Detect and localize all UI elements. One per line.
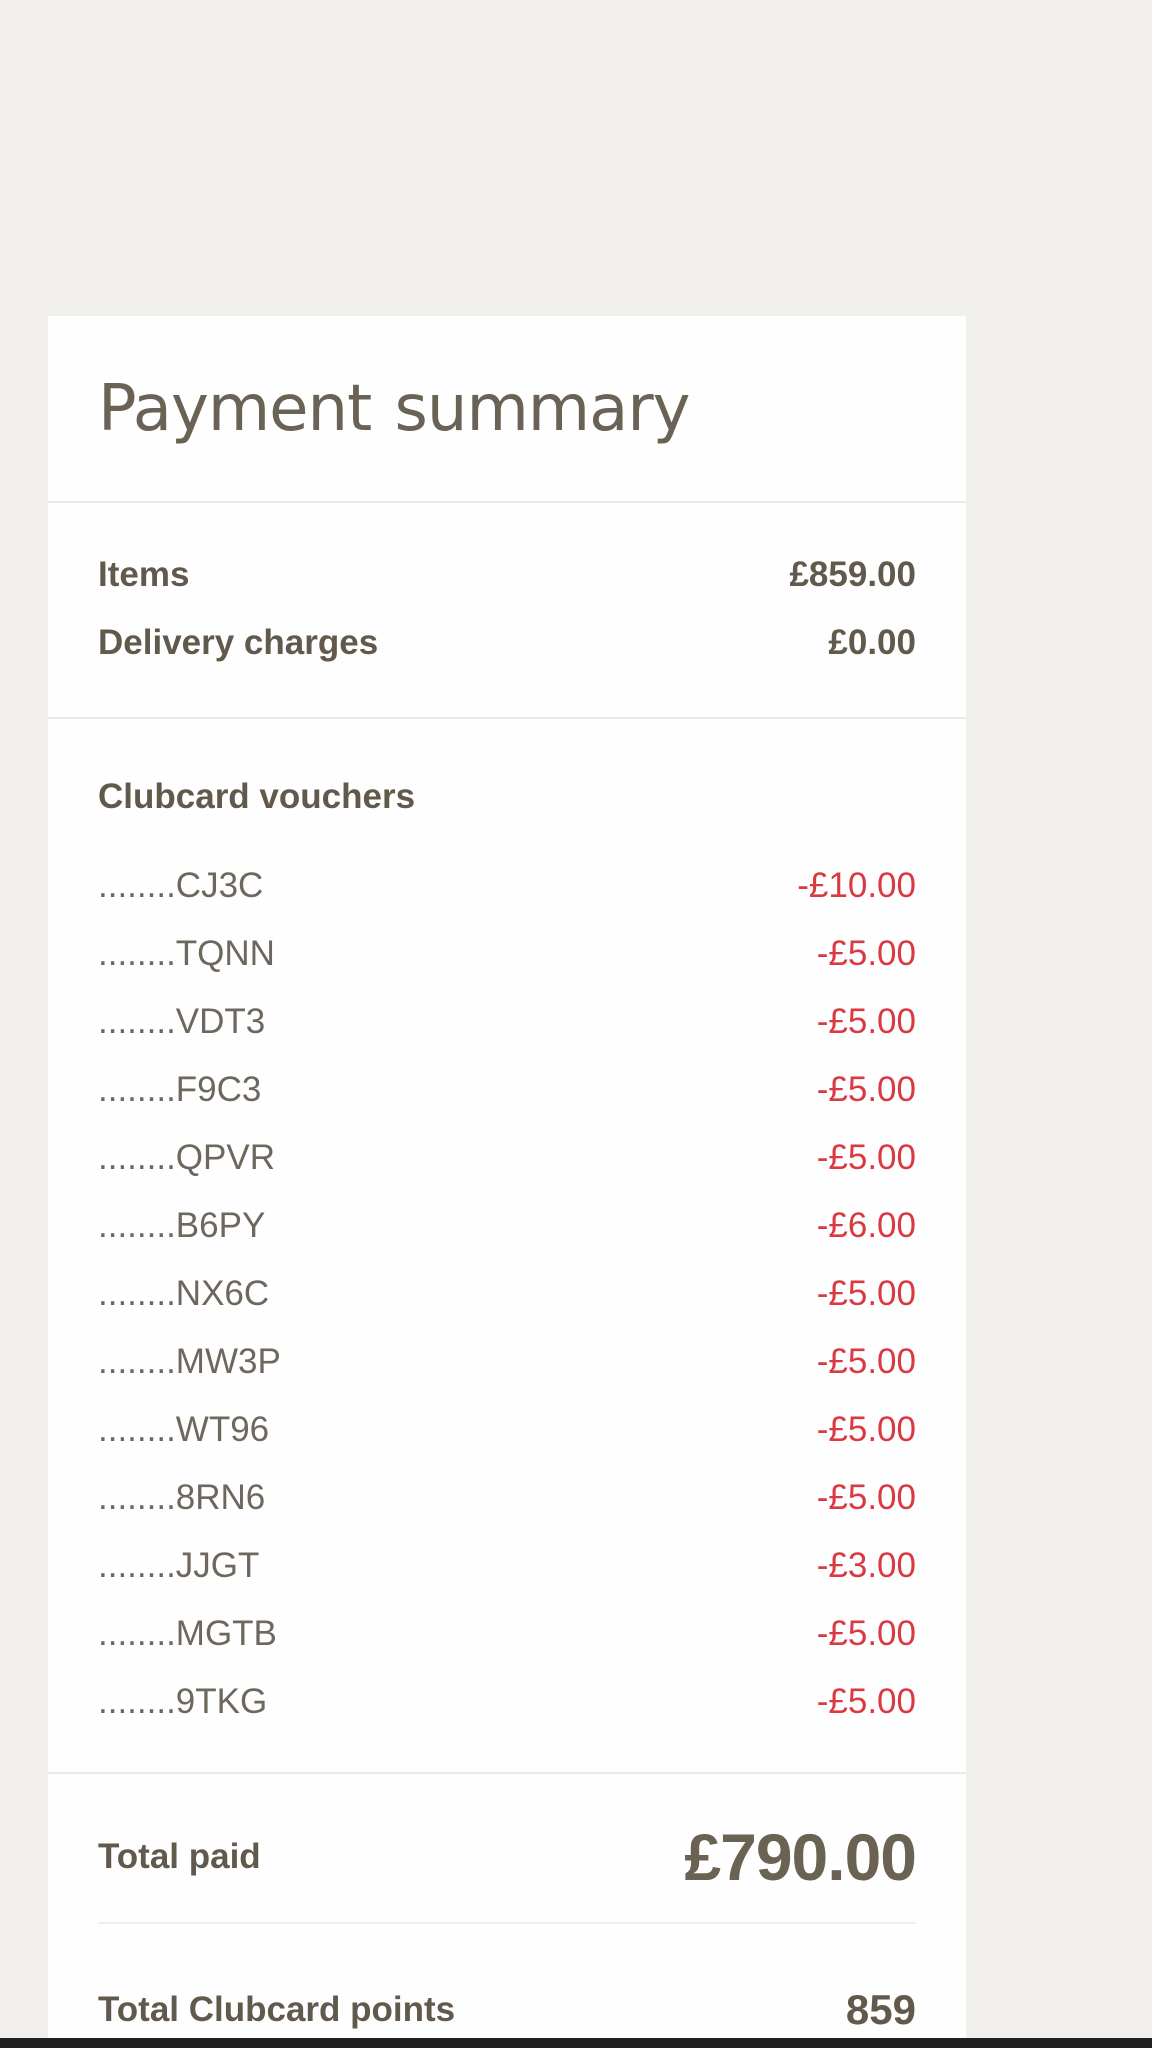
voucher-amount: -£6.00 [816, 1206, 916, 1245]
voucher-code: ........8RN6 [98, 1478, 266, 1517]
voucher-code: ........MW3P [98, 1342, 281, 1381]
voucher-row: ........CJ3C -£10.00 [98, 862, 916, 910]
voucher-row: ........MGTB -£5.00 [98, 1610, 916, 1658]
voucher-amount: -£5.00 [816, 1138, 916, 1177]
total-paid-value: £790.00 [684, 1820, 917, 1894]
voucher-code: ........CJ3C [98, 866, 264, 905]
voucher-code: ........B6PY [98, 1206, 266, 1245]
voucher-amount: -£5.00 [816, 934, 916, 973]
voucher-code: ........TQNN [98, 934, 275, 973]
delivery-charges-label: Delivery charges [98, 623, 379, 662]
voucher-code: ........MGTB [98, 1614, 277, 1653]
charge-row-delivery: Delivery charges £0.00 [98, 619, 916, 667]
clubcard-points-value: 859 [845, 1986, 916, 2033]
total-paid-label: Total paid [98, 1837, 261, 1876]
clubcard-vouchers-heading: Clubcard vouchers [98, 777, 416, 816]
voucher-code: ........JJGT [98, 1546, 260, 1585]
voucher-amount: -£10.00 [797, 866, 916, 905]
voucher-row: ........VDT3 -£5.00 [98, 998, 916, 1046]
charge-row-items: Items £859.00 [98, 551, 916, 599]
clubcard-vouchers-section: Clubcard vouchers ........CJ3C -£10.00 .… [48, 719, 966, 1774]
voucher-row: ........QPVR -£5.00 [98, 1134, 916, 1182]
voucher-code: ........NX6C [98, 1274, 270, 1313]
voucher-row: ........9TKG -£5.00 [98, 1678, 916, 1726]
voucher-row: ........MW3P -£5.00 [98, 1338, 916, 1386]
total-paid-row: Total paid £790.00 [98, 1814, 917, 1900]
voucher-amount: -£5.00 [816, 1478, 916, 1517]
clubcard-points-section: Total Clubcard points 859 [48, 1924, 966, 2048]
voucher-code: ........WT96 [98, 1410, 270, 1449]
voucher-amount: -£5.00 [816, 1274, 916, 1313]
payment-summary-header: Payment summary [48, 316, 966, 503]
voucher-amount: -£5.00 [816, 1070, 916, 1109]
items-value: £859.00 [789, 555, 916, 594]
delivery-charges-value: £0.00 [828, 623, 916, 662]
divider [98, 1922, 916, 1924]
voucher-row: ........WT96 -£5.00 [98, 1406, 916, 1454]
voucher-amount: -£3.00 [816, 1546, 916, 1585]
voucher-row: ........8RN6 -£5.00 [98, 1474, 916, 1522]
page-title: Payment summary [98, 371, 691, 446]
voucher-row: ........NX6C -£5.00 [98, 1270, 916, 1318]
clubcard-points-row: Total Clubcard points 859 [98, 1982, 916, 2038]
screen-bottom-bar [0, 2038, 1152, 2048]
voucher-row: ........F9C3 -£5.00 [98, 1066, 916, 1114]
voucher-code: ........QPVR [98, 1138, 275, 1177]
voucher-amount: -£5.00 [816, 1342, 916, 1381]
voucher-row: ........TQNN -£5.00 [98, 930, 916, 978]
voucher-amount: -£5.00 [816, 1002, 916, 1041]
voucher-amount: -£5.00 [816, 1682, 916, 1721]
items-label: Items [98, 555, 190, 594]
voucher-code: ........F9C3 [98, 1070, 262, 1109]
voucher-code: ........9TKG [98, 1682, 268, 1721]
total-paid-section: Total paid £790.00 [48, 1774, 966, 1922]
voucher-row: ........B6PY -£6.00 [98, 1202, 916, 1250]
voucher-list: ........CJ3C -£10.00 ........TQNN -£5.00… [98, 862, 916, 1726]
voucher-amount: -£5.00 [816, 1410, 916, 1449]
clubcard-points-label: Total Clubcard points [98, 1990, 456, 2029]
voucher-code: ........VDT3 [98, 1002, 266, 1041]
payment-summary-card: Payment summary Items £859.00 Delivery c… [48, 316, 966, 2048]
voucher-row: ........JJGT -£3.00 [98, 1542, 916, 1590]
charges-section: Items £859.00 Delivery charges £0.00 [48, 503, 966, 719]
voucher-amount: -£5.00 [816, 1614, 916, 1653]
